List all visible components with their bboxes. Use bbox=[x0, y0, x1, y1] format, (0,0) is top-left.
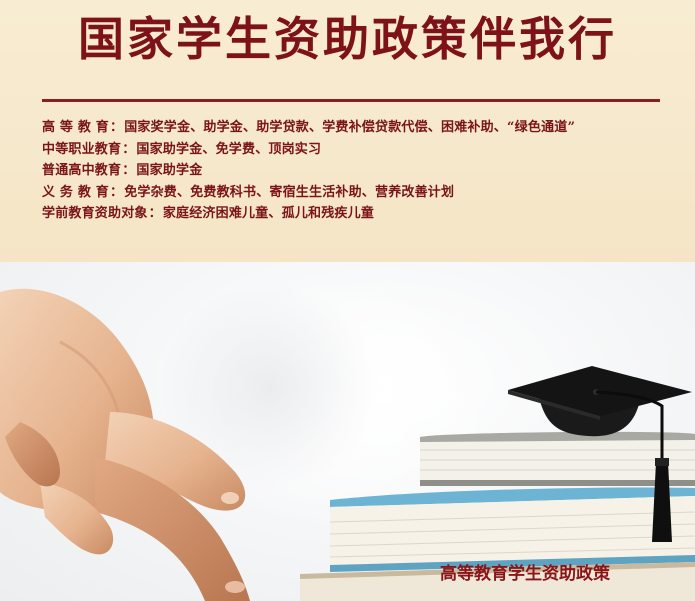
policy-row-compulsory-education: 义 务 教 育：免学杂费、免费教科书、寄宿生生活补助、营养改善计划 bbox=[42, 182, 672, 204]
policy-row-higher-education: 高 等 教 育：国家奖学金、助学金、助学贷款、学费补偿贷款代偿、困难补助、“绿色… bbox=[42, 117, 672, 139]
policy-separator: ： bbox=[109, 120, 124, 135]
policy-items: 国家助学金 bbox=[136, 163, 203, 178]
policy-label: 义 务 教 育 bbox=[42, 184, 109, 200]
graduation-cap-icon bbox=[508, 366, 692, 542]
policy-items: 免学杂费、免费教科书、寄宿生生活补助、营养改善计划 bbox=[124, 184, 455, 200]
policy-banner: 国家学生资助政策伴我行 高 等 教 育：国家奖学金、助学金、助学贷款、学费补偿贷… bbox=[0, 0, 695, 262]
policy-list: 高 等 教 育：国家奖学金、助学金、助学贷款、学费补偿贷款代偿、困难补助、“绿色… bbox=[42, 117, 672, 225]
policy-separator: ： bbox=[122, 163, 136, 178]
policy-row-vocational-education: 中等职业教育：国家助学金、免学费、顶岗实习 bbox=[42, 139, 672, 161]
photo-caption: 高等教育学生资助政策 bbox=[440, 564, 610, 584]
policy-items: 国家奖学金、助学金、助学贷款、学费补偿贷款代偿、困难补助、“绿色通道” bbox=[124, 120, 576, 135]
policy-items: 国家助学金、免学费、顶岗实习 bbox=[136, 141, 322, 157]
hand-icon bbox=[0, 288, 250, 601]
policy-separator: ： bbox=[122, 141, 136, 157]
title-divider bbox=[42, 99, 660, 102]
policy-label: 学前教育资助对象 bbox=[42, 206, 148, 221]
policy-separator: ： bbox=[148, 206, 162, 221]
hero-photo: 高等教育学生资助政策 bbox=[0, 262, 695, 601]
book-stack-icon bbox=[300, 431, 695, 601]
policy-separator: ： bbox=[109, 184, 124, 200]
policy-label: 高 等 教 育 bbox=[42, 120, 109, 135]
page-title: 国家学生资助政策伴我行 bbox=[78, 12, 617, 66]
policy-row-preschool-education: 学前教育资助对象：家庭经济困难儿童、孤儿和残疾儿童 bbox=[42, 203, 672, 225]
policy-row-high-school-education: 普通高中教育：国家助学金 bbox=[42, 160, 672, 182]
policy-label: 普通高中教育 bbox=[42, 163, 122, 178]
policy-label: 中等职业教育 bbox=[42, 141, 122, 157]
policy-items: 家庭经济困难儿童、孤儿和残疾儿童 bbox=[162, 206, 375, 221]
